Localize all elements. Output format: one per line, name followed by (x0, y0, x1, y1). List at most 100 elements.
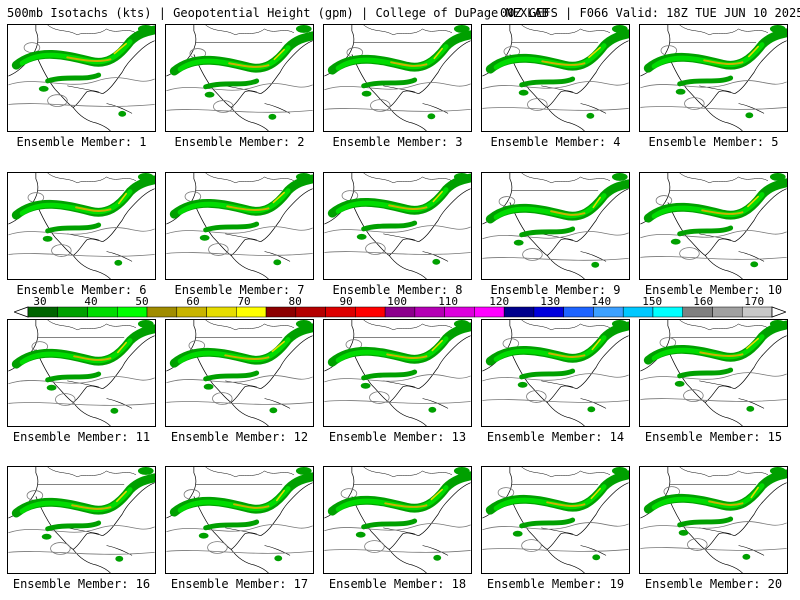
isotach-patch (432, 258, 441, 265)
isotach-patch (453, 25, 470, 33)
ensemble-member-label: Ensemble Member: 3 (332, 135, 463, 149)
ensemble-map-panel (165, 466, 314, 574)
colorbar-swatch (593, 306, 624, 318)
height-contour (526, 390, 547, 403)
isotach-patch (273, 259, 282, 266)
isotach-patch (512, 530, 523, 537)
isotach-core (75, 206, 112, 212)
border (225, 380, 257, 387)
height-contour (482, 373, 629, 382)
isotach-patch (611, 173, 628, 181)
coastline (388, 402, 427, 426)
coastline (388, 255, 427, 279)
isotach-core (541, 60, 586, 66)
height-contour (640, 256, 787, 260)
isotach-core (708, 500, 744, 506)
isotach-core (546, 501, 586, 507)
colorbar-swatch (414, 306, 445, 318)
coastline (47, 320, 137, 331)
isotach-core (703, 59, 744, 65)
coastline (264, 545, 291, 556)
isotach-core (117, 341, 127, 354)
height-contour (640, 80, 787, 89)
isotach-band (203, 370, 260, 382)
height-contour (640, 372, 787, 381)
height-contour (8, 402, 155, 406)
isotach-core (271, 340, 285, 353)
isotach-patch (137, 320, 154, 328)
isotach-core (590, 487, 601, 500)
isotach-patch (199, 234, 210, 241)
isotach-patch (274, 555, 283, 562)
height-contour (47, 94, 68, 107)
isotach-colorbar (14, 306, 786, 318)
border (541, 527, 573, 534)
height-contour (8, 227, 155, 236)
isotach-band (45, 222, 102, 234)
isotach-core (384, 502, 428, 508)
colorbar-swatch (146, 306, 178, 318)
coastline (576, 188, 629, 243)
isotach-patch (670, 238, 681, 245)
colorbar-swatch (206, 306, 237, 318)
coastline (72, 549, 111, 573)
coastline (72, 402, 111, 426)
height-contour (640, 106, 787, 110)
coastline (363, 320, 453, 331)
height-contour (482, 81, 629, 90)
ensemble-member-label: Ensemble Member: 9 (490, 283, 621, 297)
coastline (521, 467, 611, 478)
coastline (230, 402, 269, 426)
isotach-band (45, 520, 102, 532)
height-contour (324, 400, 471, 404)
isotach-patch (295, 25, 312, 33)
ensemble-member-label: Ensemble Member: 20 (644, 577, 783, 591)
height-contour (482, 548, 629, 552)
isotach-patch (586, 112, 595, 119)
ensemble-map-panel (639, 24, 788, 132)
height-contour (497, 487, 515, 498)
coastline (106, 103, 133, 114)
isotach-patch (750, 261, 759, 268)
height-contour (166, 109, 313, 113)
colorbar-left-arrow (14, 306, 29, 318)
colorbar-right-arrow (771, 306, 786, 318)
coastline (363, 25, 453, 36)
height-contour (482, 257, 629, 261)
height-contour (370, 99, 391, 112)
height-contour (522, 248, 543, 261)
ensemble-map-panel (165, 24, 314, 132)
height-contour (23, 42, 41, 53)
colorbar-swatch (384, 306, 416, 318)
isotach-core (550, 210, 586, 216)
coastline (734, 188, 787, 243)
coastline (363, 467, 453, 478)
isotach-patch (46, 384, 57, 391)
isotach-core (588, 46, 601, 59)
isotach-core (233, 503, 270, 509)
isotach-band (45, 371, 102, 383)
colorbar-swatch (533, 306, 564, 318)
colorbar-swatch (563, 306, 594, 318)
coastline (264, 398, 291, 409)
height-contour (8, 77, 155, 86)
coastline (679, 173, 769, 184)
coastline (324, 173, 355, 225)
ensemble-member-label: Ensemble Member: 18 (328, 577, 467, 591)
isotach-core (701, 209, 744, 215)
border (67, 233, 99, 240)
ensemble-member-label: Ensemble Member: 16 (12, 577, 151, 591)
coastline (106, 398, 133, 409)
isotach-patch (356, 233, 367, 240)
colorbar-swatch (741, 306, 773, 318)
isotach-patch (769, 25, 786, 33)
isotach-patch (592, 554, 601, 561)
height-contour (683, 389, 704, 402)
isotach-patch (137, 173, 154, 181)
height-contour (687, 538, 708, 551)
isotach-core (276, 489, 285, 502)
coastline (704, 402, 743, 426)
isotach-patch (110, 407, 119, 414)
ensemble-member-label: Ensemble Member: 15 (644, 430, 783, 444)
border (67, 380, 99, 387)
